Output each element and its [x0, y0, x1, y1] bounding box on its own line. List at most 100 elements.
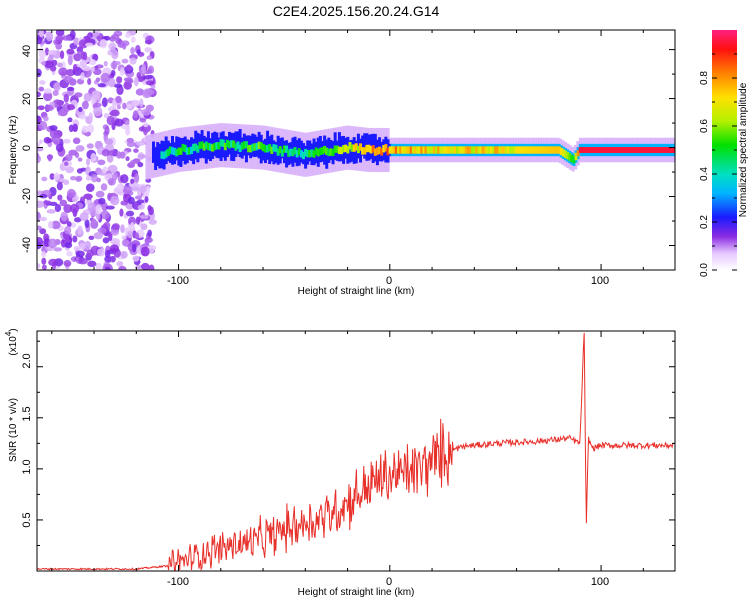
spectrogram-xtick-label: 100 — [591, 275, 609, 287]
spectrogram-cell — [422, 146, 426, 154]
spectrogram-cell — [143, 127, 148, 136]
spectrogram-cell — [79, 59, 87, 69]
spectrogram-cell — [464, 146, 468, 154]
spectrogram-cell — [121, 235, 127, 240]
spectrogram-cell — [244, 135, 248, 163]
spectrogram-cell — [164, 136, 168, 165]
spectrogram-cell — [301, 151, 305, 160]
spectrogram-cell — [147, 229, 152, 237]
spectrogram-cell — [78, 39, 89, 49]
spectrogram-cell — [306, 149, 310, 158]
spectrogram-cell — [175, 149, 179, 157]
spectrogram-cell — [132, 110, 139, 119]
colorbar-gradient — [712, 30, 737, 270]
spectrogram-cell — [407, 146, 411, 154]
snr-plot: -100 0 100 Height of straight line (km) … — [4, 328, 676, 598]
spectrogram-cell — [111, 223, 120, 231]
spectrogram-cell — [38, 216, 47, 222]
spectrogram-cell — [570, 154, 574, 163]
colorbar-tick-label: 0.0 — [699, 263, 710, 277]
spectrogram-cell — [299, 150, 303, 158]
spectrogram-cell — [125, 156, 130, 162]
spectrogram-cell — [462, 146, 466, 154]
spectrogram-cell — [103, 60, 108, 67]
spectrogram-cell — [148, 219, 157, 225]
spectrogram-cell — [523, 146, 527, 154]
spectrogram-cell — [130, 47, 135, 55]
spectrogram-cell — [139, 98, 144, 108]
spectrogram-cell — [122, 42, 127, 50]
spectrogram-cell — [297, 148, 301, 156]
spectrogram-cell — [390, 146, 394, 154]
spectrogram-cell — [115, 95, 122, 104]
spectrogram-cell — [66, 86, 75, 91]
spectrogram-cell — [63, 204, 73, 213]
spectrogram-cell — [342, 145, 346, 153]
spectrogram-ytick-label: -40 — [21, 237, 33, 253]
spectrogram-cell — [64, 75, 74, 84]
spectrogram-cell — [177, 147, 181, 155]
spectrogram-cell — [304, 145, 308, 169]
spectrogram-xtick-label: -100 — [167, 275, 189, 287]
spectrogram-cell — [120, 250, 128, 259]
spectrogram-cell — [597, 147, 601, 153]
spectrogram-cell — [217, 142, 221, 150]
spectrogram-cell — [84, 219, 90, 228]
spectrogram-cell — [119, 67, 125, 77]
spectrogram-cell — [145, 80, 155, 86]
spectrogram-cell — [72, 137, 81, 145]
spectrogram-cell — [52, 90, 59, 97]
spectrogram-cell — [60, 211, 69, 222]
spectrogram-cell — [268, 144, 272, 152]
spectrogram-cell — [519, 146, 523, 154]
spectrogram-cell — [87, 78, 92, 86]
snr-xlabel: Height of straight line (km) — [298, 587, 415, 598]
spectrogram-cell — [95, 140, 101, 147]
spectrogram-cell — [128, 216, 137, 226]
spectrogram-cell — [125, 210, 135, 217]
spectrogram-frame — [36, 29, 676, 271]
spectrogram-cell — [409, 146, 413, 154]
spectrogram-cell — [291, 148, 295, 157]
spectrogram-cell — [116, 151, 122, 159]
spectrogram-cell — [145, 135, 149, 180]
spectrogram-cell — [215, 142, 219, 150]
spectrogram-cell — [37, 68, 42, 78]
spectrogram-cell — [145, 185, 151, 194]
spectrogram-cell — [102, 237, 110, 244]
spectrogram-cell — [460, 146, 464, 154]
spectrogram-cell — [85, 158, 91, 166]
spectrogram-cell — [473, 146, 477, 154]
spectrogram-cell — [388, 146, 392, 154]
spectrogram-cell — [373, 133, 377, 162]
spectrogram-cell — [470, 146, 474, 154]
spectrogram-cell — [192, 138, 196, 165]
spectrogram-xlabel: Height of straight line (km) — [298, 286, 415, 297]
spectrogram-cell — [329, 148, 333, 156]
spectrogram-cell — [74, 92, 83, 98]
spectrogram-cell — [140, 223, 148, 231]
spectrogram-ticks — [37, 30, 675, 270]
spectrogram-cell — [97, 83, 106, 88]
spectrogram-cell — [83, 92, 93, 102]
spectrogram-cell — [348, 142, 352, 150]
spectrogram-cell — [139, 214, 149, 219]
spectrogram-cell — [68, 149, 78, 156]
spectrogram-cell — [85, 42, 94, 47]
spectrogram-cell — [43, 91, 53, 102]
spectrogram-cell — [63, 93, 69, 103]
spectrogram-cell — [44, 60, 54, 69]
spectrogram-cell — [238, 144, 242, 153]
spectrogram-cell — [103, 113, 110, 119]
spectrogram-cell — [468, 146, 472, 154]
spectrogram-cell — [97, 159, 106, 166]
spectrogram-cell — [310, 149, 314, 157]
spectrogram-cell — [113, 83, 123, 88]
spectrogram-cell — [589, 147, 593, 153]
spectrogram-cell — [64, 161, 69, 167]
spectrogram-cell — [156, 142, 160, 167]
spectrogram-cell — [164, 150, 168, 158]
snr-xtick-label: -100 — [167, 576, 189, 588]
spectrogram-cell — [137, 204, 145, 210]
spectrogram-cell — [38, 30, 44, 38]
